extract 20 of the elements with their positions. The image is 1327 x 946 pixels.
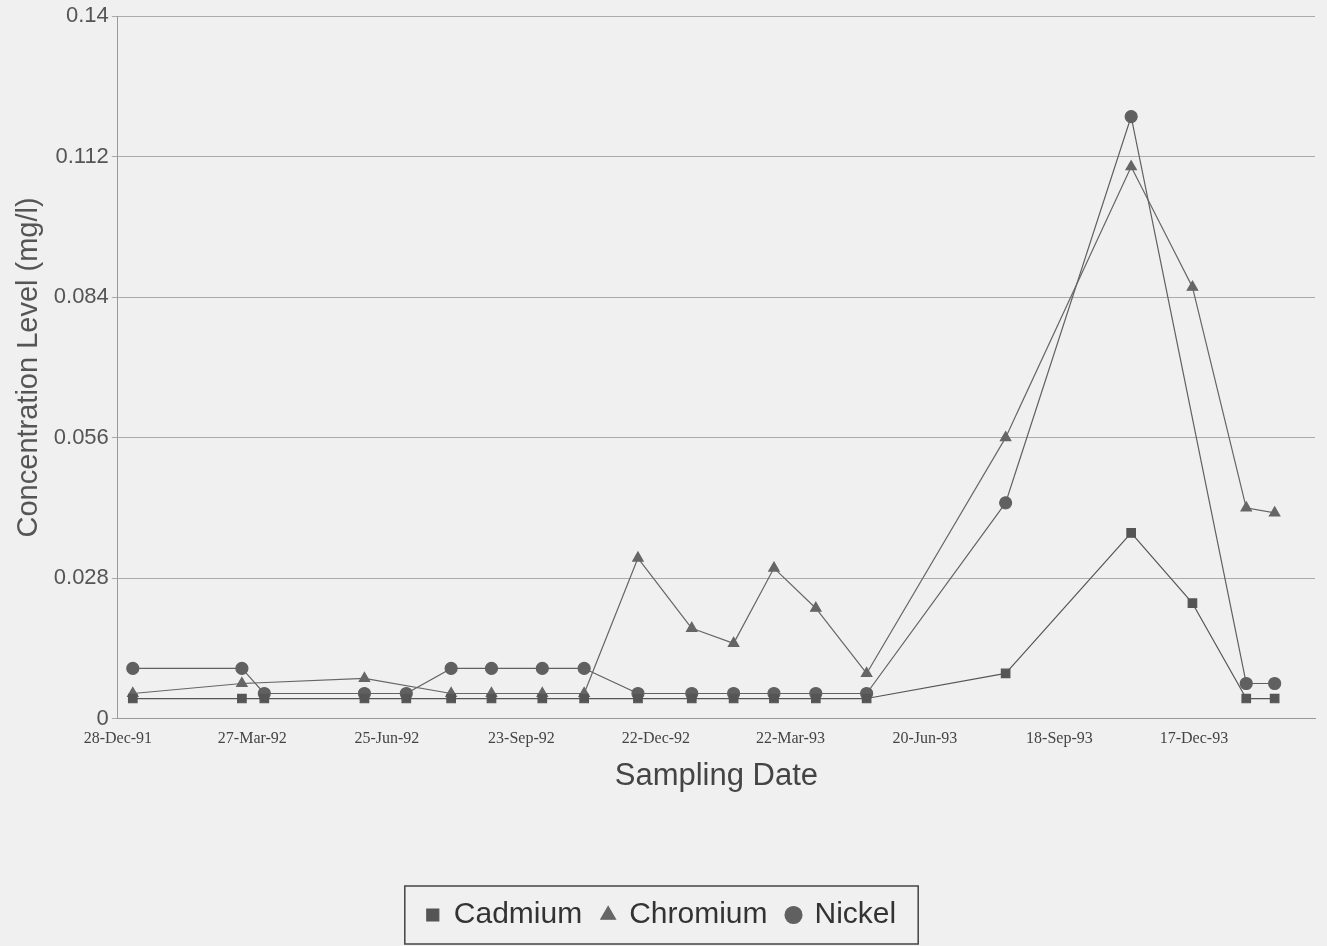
- x-tick-label: 22-Mar-93: [755, 729, 825, 747]
- x-tick-label: 23-Sep-92: [488, 729, 555, 748]
- y-tick-label: 0.028: [53, 564, 109, 590]
- y-tick-label: 0.112: [55, 142, 109, 168]
- x-tick-label: 28-Dec-91: [83, 729, 153, 747]
- y-tick-label: 0: [96, 704, 109, 730]
- x-tick-label: 17-Dec-93: [1159, 729, 1229, 747]
- x-tick-label: 27-Mar-92: [217, 729, 287, 747]
- x-axis-title: Sampling Date: [614, 756, 819, 792]
- x-tick-label: 25-Jun-92: [354, 729, 420, 747]
- y-tick-label: 0.14: [66, 2, 109, 28]
- legend-label: Cadmium: [453, 896, 583, 930]
- y-axis-title: Concentration Level (mg/l): [11, 197, 44, 538]
- legend-label: Chromium: [629, 896, 768, 930]
- legend-label: Nickel: [814, 896, 897, 930]
- x-tick-label: 20-Jun-93: [892, 729, 958, 747]
- y-tick-label: 0.056: [53, 423, 109, 449]
- x-tick-label: 22-Dec-92: [621, 729, 691, 747]
- y-tick-label: 0.084: [53, 283, 109, 309]
- x-tick-label: 18-Sep-93: [1026, 729, 1093, 748]
